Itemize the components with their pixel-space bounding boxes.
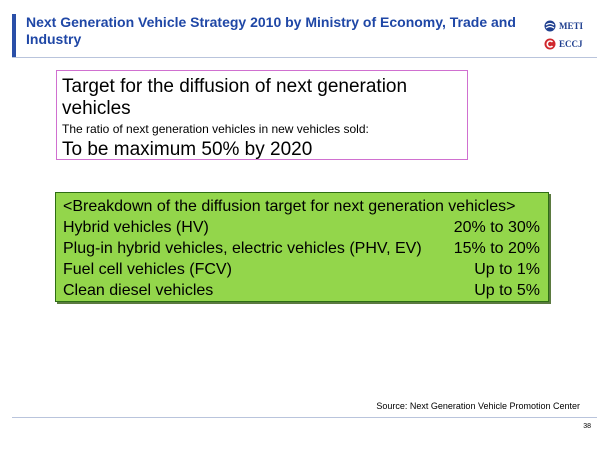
target-subtext: The ratio of next generation vehicles in… (62, 122, 369, 136)
diffusion-target-box: Target for the diffusion of next generat… (56, 70, 468, 160)
breakdown-row: Hybrid vehicles (HV) 20% to 30% (63, 217, 540, 238)
meti-logo-icon (544, 20, 556, 32)
page-title: Next Generation Vehicle Strategy 2010 by… (26, 14, 516, 47)
meti-logo: METI (544, 17, 594, 35)
header-accent-bar (12, 14, 16, 58)
breakdown-row-label: Fuel cell vehicles (FCV) (63, 261, 232, 278)
source-note: Source: Next Generation Vehicle Promotio… (376, 401, 580, 411)
logo-group: METI ECCJ (544, 17, 594, 53)
eccj-logo: ECCJ (544, 35, 594, 53)
meti-logo-label: METI (559, 21, 584, 31)
breakdown-row-value: Up to 1% (474, 261, 540, 278)
breakdown-box: <Breakdown of the diffusion target for n… (55, 192, 549, 302)
eccj-logo-icon (544, 38, 556, 50)
target-goal: To be maximum 50% by 2020 (62, 139, 313, 160)
eccj-logo-label: ECCJ (559, 39, 583, 49)
breakdown-row-label: Plug-in hybrid vehicles, electric vehicl… (63, 240, 422, 257)
breakdown-row-label: Clean diesel vehicles (63, 282, 214, 299)
breakdown-row-value: 20% to 30% (453, 219, 540, 236)
footer-divider (12, 417, 597, 418)
breakdown-row: Plug-in hybrid vehicles, electric vehicl… (63, 238, 540, 259)
breakdown-row: Clean diesel vehicles Up to 5% (63, 280, 540, 301)
page-number: 38 (583, 423, 591, 430)
breakdown-row: Fuel cell vehicles (FCV) Up to 1% (63, 259, 540, 280)
target-heading: Target for the diffusion of next generat… (62, 76, 408, 119)
header-divider (12, 57, 597, 58)
breakdown-row-label: Hybrid vehicles (HV) (63, 219, 209, 236)
breakdown-row-value: Up to 5% (474, 282, 540, 299)
breakdown-title: <Breakdown of the diffusion target for n… (63, 198, 516, 215)
breakdown-row-value: 15% to 20% (453, 240, 540, 257)
